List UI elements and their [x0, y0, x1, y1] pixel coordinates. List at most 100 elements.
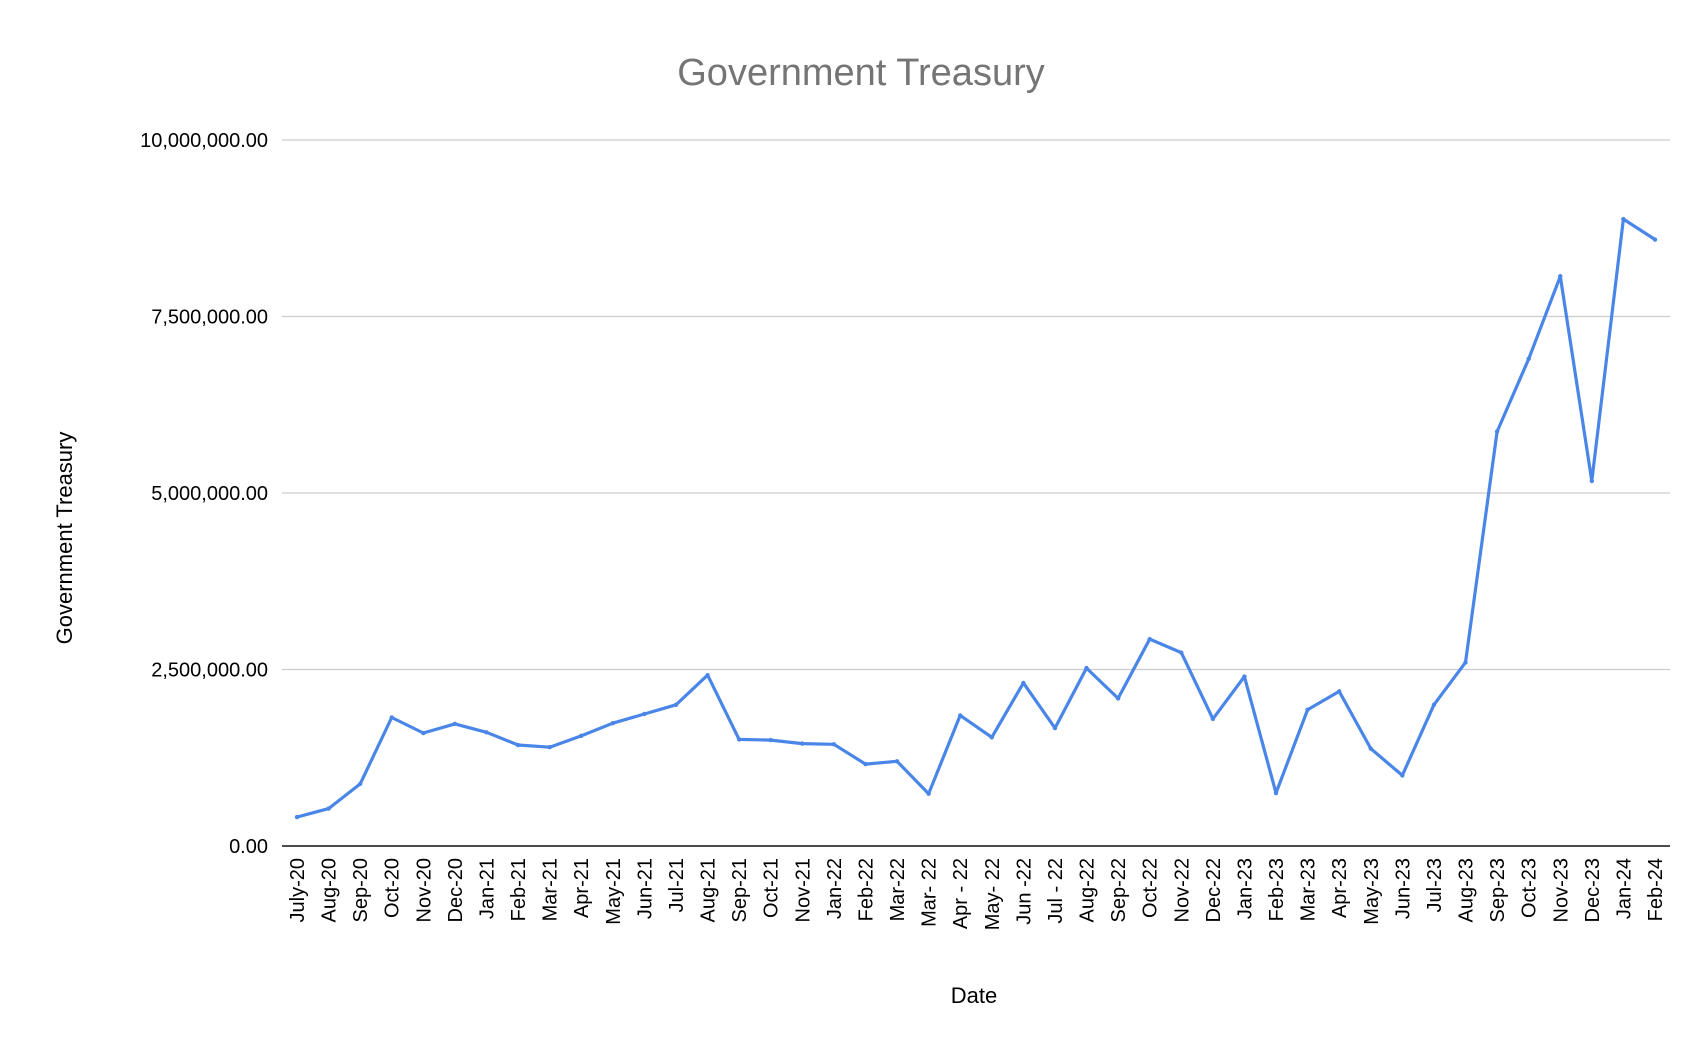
x-tick-label: Sep-22	[1108, 858, 1130, 923]
series-line	[295, 217, 1657, 819]
x-tick-label: Apr-23	[1329, 858, 1351, 918]
x-tick-label: Aug-21	[698, 858, 720, 923]
x-tick-label: Apr - 22	[950, 858, 972, 929]
x-axis-title: Date	[951, 983, 997, 1008]
data-point	[958, 713, 963, 718]
x-tick-label: Dec-20	[445, 858, 467, 922]
x-tick-label: Jan-23	[1234, 858, 1256, 919]
data-point	[1652, 237, 1658, 242]
data-point	[389, 715, 394, 720]
data-point	[452, 721, 458, 727]
data-point	[357, 781, 363, 787]
x-tick-label: Oct-23	[1519, 858, 1541, 918]
data-point	[1400, 773, 1405, 778]
x-tick-label: Oct-20	[382, 858, 404, 918]
data-point	[1147, 636, 1152, 642]
data-point	[1589, 478, 1595, 484]
data-point	[294, 814, 300, 820]
x-axis-ticks: July-20 Aug-20 Sep-20 Oct-20 Nov-20 Dec-20 Jan…	[287, 858, 1667, 930]
x-tick-label: Feb-24	[1645, 858, 1667, 921]
chart-title: Government Treasury	[677, 52, 1044, 94]
y-tick-label: 10,000,000.00	[140, 130, 268, 152]
x-tick-label: Oct-22	[1140, 858, 1162, 918]
x-tick-label: Jun -22	[1013, 858, 1035, 925]
data-point	[1115, 696, 1121, 701]
data-point	[484, 730, 489, 735]
x-tick-label: Feb-22	[855, 858, 877, 921]
data-point	[610, 720, 616, 726]
data-point	[831, 742, 837, 747]
x-tick-label: Nov-21	[792, 858, 814, 922]
x-tick-label: Aug-23	[1456, 858, 1478, 923]
data-point	[989, 735, 994, 740]
data-point	[1021, 680, 1026, 686]
data-point	[1210, 716, 1216, 722]
data-point	[768, 737, 773, 743]
x-tick-label: Mar-21	[540, 858, 562, 921]
data-point	[894, 759, 900, 764]
x-tick-label: Nov-23	[1550, 858, 1572, 922]
data-point	[1494, 429, 1500, 434]
y-tick-label: 7,500,000.00	[151, 307, 268, 329]
data-point	[1431, 702, 1437, 707]
data-point	[1242, 674, 1247, 679]
x-tick-label: Mar- 22	[919, 858, 941, 927]
data-point	[1273, 790, 1279, 796]
x-tick-label: Sep-23	[1487, 858, 1509, 923]
data-point	[926, 791, 931, 796]
y-tick-label: 0.00	[229, 836, 268, 858]
data-point	[1052, 725, 1058, 731]
x-tick-label: Jun-23	[1392, 858, 1414, 919]
data-point	[1463, 660, 1468, 665]
data-point	[579, 733, 584, 739]
x-tick-label: Dec-22	[1203, 858, 1225, 922]
x-tick-label: Apr-21	[571, 858, 593, 918]
x-tick-label: Feb-21	[508, 858, 530, 921]
x-tick-label: May-23	[1361, 858, 1383, 925]
data-point	[1526, 356, 1531, 362]
x-tick-label: Mar-22	[887, 858, 909, 921]
data-point	[642, 711, 647, 717]
x-tick-label: Jan-24	[1613, 858, 1635, 919]
x-tick-label: Jul-21	[666, 858, 688, 912]
x-tick-label: Jan-22	[824, 858, 846, 919]
x-tick-label: Sep-21	[729, 858, 751, 923]
x-tick-label: Aug-20	[319, 858, 341, 923]
data-point	[673, 702, 679, 707]
gridlines	[282, 139, 1670, 671]
y-axis-title: Government Treasury	[52, 432, 77, 645]
data-point	[1621, 216, 1626, 222]
x-tick-label: Aug-22	[1077, 858, 1099, 923]
x-tick-label: Jul-23	[1424, 858, 1446, 912]
data-point	[800, 741, 805, 746]
y-tick-label: 5,000,000.00	[151, 483, 268, 505]
data-point	[421, 730, 426, 736]
x-tick-label: Mar-23	[1298, 858, 1320, 921]
x-tick-label: Dec-23	[1582, 858, 1604, 922]
data-point	[705, 672, 710, 678]
data-point	[1336, 689, 1342, 694]
data-point	[1305, 707, 1310, 712]
data-point	[515, 742, 521, 748]
x-tick-label: May-21	[603, 858, 625, 925]
x-tick-label: Jan-21	[476, 858, 498, 919]
x-tick-label: Jul - 22	[1045, 858, 1067, 924]
x-tick-label: Nov-22	[1171, 858, 1193, 922]
data-point	[547, 744, 552, 750]
data-point	[1084, 665, 1089, 671]
x-tick-label: Nov-20	[413, 858, 435, 922]
data-point	[326, 806, 331, 811]
y-axis-ticks: 0.00 2,500,000.00 5,000,000.00 7,500,000.00…	[140, 130, 268, 858]
data-point	[736, 737, 742, 742]
series-layer	[294, 216, 1658, 820]
x-tick-label: Jun-21	[634, 858, 656, 919]
data-point	[1368, 746, 1373, 751]
x-tick-label: Sep-20	[350, 858, 372, 923]
data-point	[1558, 274, 1563, 279]
x-tick-label: Feb-23	[1266, 858, 1288, 921]
data-point	[1179, 650, 1184, 655]
x-tick-label: May- 22	[982, 858, 1004, 930]
data-point	[863, 761, 868, 767]
